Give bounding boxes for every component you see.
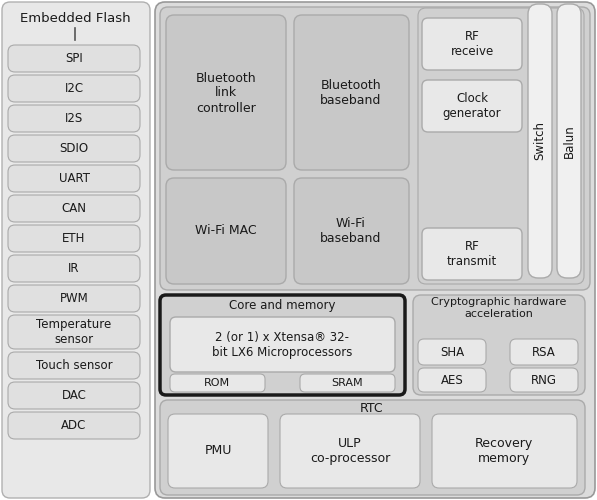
- Text: IR: IR: [68, 262, 80, 275]
- FancyBboxPatch shape: [8, 225, 140, 252]
- Text: PWM: PWM: [60, 292, 88, 305]
- Text: Bluetooth
baseband: Bluetooth baseband: [321, 79, 381, 107]
- Text: RF
transmit: RF transmit: [447, 240, 497, 268]
- Text: AES: AES: [441, 374, 463, 386]
- FancyBboxPatch shape: [528, 4, 552, 278]
- Text: SDIO: SDIO: [60, 142, 88, 155]
- Text: 2 (or 1) x Xtensa® 32-
bit LX6 Microprocessors: 2 (or 1) x Xtensa® 32- bit LX6 Microproc…: [212, 331, 352, 359]
- FancyBboxPatch shape: [422, 228, 522, 280]
- Text: SRAM: SRAM: [331, 378, 363, 388]
- FancyBboxPatch shape: [160, 7, 590, 290]
- Text: ULP
co-processor: ULP co-processor: [310, 437, 390, 465]
- Text: Temperature
sensor: Temperature sensor: [36, 318, 112, 346]
- Text: Touch sensor: Touch sensor: [36, 359, 112, 372]
- Text: I2S: I2S: [65, 112, 83, 125]
- FancyBboxPatch shape: [418, 368, 486, 392]
- Text: RTC: RTC: [360, 402, 384, 414]
- FancyBboxPatch shape: [8, 315, 140, 349]
- FancyBboxPatch shape: [170, 374, 265, 392]
- Text: RF
receive: RF receive: [450, 30, 494, 58]
- Text: SPI: SPI: [65, 52, 83, 65]
- FancyBboxPatch shape: [422, 18, 522, 70]
- FancyBboxPatch shape: [432, 414, 577, 488]
- FancyBboxPatch shape: [8, 135, 140, 162]
- Text: UART: UART: [59, 172, 90, 185]
- FancyBboxPatch shape: [422, 80, 522, 132]
- FancyBboxPatch shape: [8, 105, 140, 132]
- Text: RNG: RNG: [531, 374, 557, 386]
- FancyBboxPatch shape: [2, 2, 150, 498]
- Text: Embedded Flash: Embedded Flash: [20, 12, 130, 24]
- FancyBboxPatch shape: [294, 15, 409, 170]
- FancyBboxPatch shape: [160, 400, 585, 495]
- FancyBboxPatch shape: [418, 8, 584, 284]
- Text: DAC: DAC: [61, 389, 87, 402]
- Text: ETH: ETH: [62, 232, 86, 245]
- FancyBboxPatch shape: [510, 368, 578, 392]
- Text: PMU: PMU: [204, 444, 232, 458]
- FancyBboxPatch shape: [557, 4, 581, 278]
- Text: CAN: CAN: [61, 202, 87, 215]
- FancyBboxPatch shape: [8, 382, 140, 409]
- Text: Balun: Balun: [562, 124, 576, 158]
- FancyBboxPatch shape: [8, 255, 140, 282]
- FancyBboxPatch shape: [418, 339, 486, 365]
- FancyBboxPatch shape: [8, 45, 140, 72]
- FancyBboxPatch shape: [8, 75, 140, 102]
- Text: Switch: Switch: [534, 122, 546, 160]
- FancyBboxPatch shape: [8, 165, 140, 192]
- FancyBboxPatch shape: [155, 2, 595, 498]
- Text: SHA: SHA: [440, 346, 464, 358]
- Text: Bluetooth
link
controller: Bluetooth link controller: [196, 72, 256, 114]
- Text: Wi-Fi MAC: Wi-Fi MAC: [195, 224, 257, 237]
- Text: Recovery
memory: Recovery memory: [475, 437, 533, 465]
- FancyBboxPatch shape: [510, 339, 578, 365]
- Text: Core and memory: Core and memory: [229, 298, 336, 312]
- FancyBboxPatch shape: [168, 414, 268, 488]
- FancyBboxPatch shape: [8, 352, 140, 379]
- Text: Clock
generator: Clock generator: [443, 92, 501, 120]
- FancyBboxPatch shape: [166, 178, 286, 284]
- FancyBboxPatch shape: [166, 15, 286, 170]
- Text: I2C: I2C: [64, 82, 84, 95]
- FancyBboxPatch shape: [160, 295, 405, 395]
- Text: ADC: ADC: [61, 419, 87, 432]
- Text: RSA: RSA: [532, 346, 556, 358]
- FancyBboxPatch shape: [8, 195, 140, 222]
- FancyBboxPatch shape: [8, 285, 140, 312]
- Text: ROM: ROM: [204, 378, 230, 388]
- FancyBboxPatch shape: [413, 295, 585, 395]
- Text: Cryptographic hardware
acceleration: Cryptographic hardware acceleration: [431, 297, 567, 319]
- FancyBboxPatch shape: [300, 374, 395, 392]
- FancyBboxPatch shape: [170, 317, 395, 372]
- FancyBboxPatch shape: [294, 178, 409, 284]
- FancyBboxPatch shape: [8, 412, 140, 439]
- FancyBboxPatch shape: [280, 414, 420, 488]
- Text: Wi-Fi
baseband: Wi-Fi baseband: [321, 217, 381, 245]
